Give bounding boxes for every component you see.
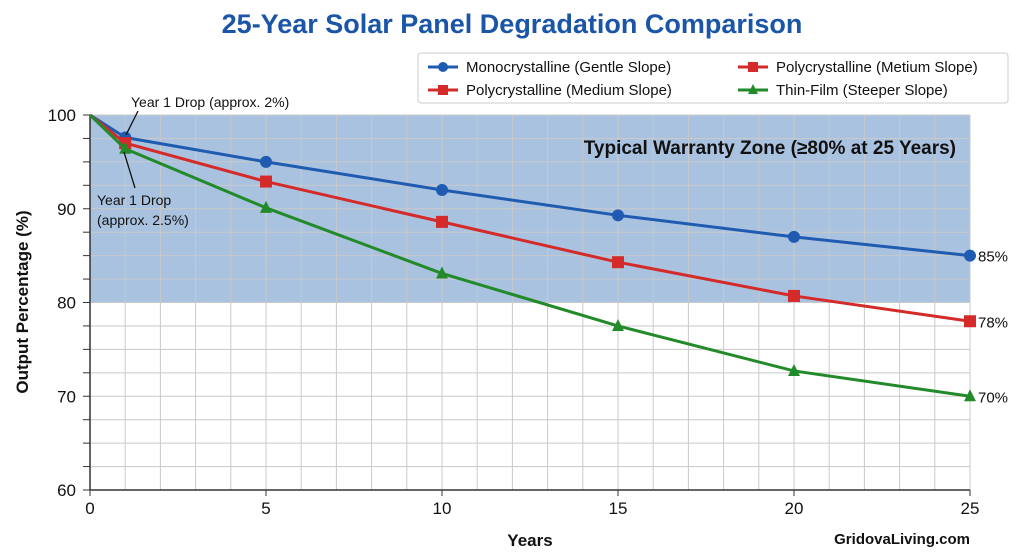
x-tick-label: 15 (609, 499, 628, 518)
y-tick-label: 60 (57, 481, 76, 500)
watermark: GridovaLiving.com (834, 531, 970, 548)
annotation-year1-thin-line1: Year 1 Drop (97, 192, 171, 208)
annotation-year1-mono: Year 1 Drop (approx. 2%) (131, 94, 289, 110)
data-point (612, 209, 624, 222)
y-tick-label: 90 (57, 200, 76, 219)
data-point (788, 289, 800, 302)
chart-title: 25-Year Solar Panel Degradation Comparis… (222, 9, 803, 39)
x-tick-label: 10 (433, 499, 452, 518)
y-axis-label: Output Percentage (%) (13, 210, 32, 393)
x-axis-label: Years (507, 531, 552, 550)
data-point (612, 256, 624, 269)
data-point (964, 389, 976, 402)
legend-marker (748, 84, 758, 94)
x-tick-label: 25 (961, 499, 980, 518)
x-tick-label: 5 (261, 499, 270, 518)
data-point (964, 315, 976, 328)
legend-label: Thin-Film (Steeper Slope) (776, 82, 948, 99)
legend-marker (438, 62, 448, 72)
data-point (788, 230, 800, 243)
data-point (436, 215, 448, 228)
x-tick-label: 20 (785, 499, 804, 518)
legend-label: Polycrystalline (Metium Slope) (776, 59, 978, 76)
data-point (260, 200, 272, 213)
y-tick-label: 70 (57, 387, 76, 406)
data-point (964, 249, 976, 262)
end-label: 85% (978, 249, 1008, 266)
data-point (260, 175, 272, 188)
end-label: 70% (978, 389, 1008, 406)
legend-label: Monocrystalline (Gentle Slope) (466, 59, 671, 76)
data-point (612, 318, 624, 331)
legend-marker (748, 62, 758, 72)
warranty-zone-label: Typical Warranty Zone (≥80% at 25 Years) (584, 138, 956, 159)
data-point (788, 363, 800, 376)
data-point (436, 266, 448, 279)
annotation-year1-thin-line2: (approx. 2.5%) (97, 212, 189, 228)
legend-marker (438, 85, 448, 95)
data-point (436, 184, 448, 196)
legend: Monocrystalline (Gentle Slope) Polycrysta… (417, 52, 1009, 104)
legend-label: Polycrystalline (Medium Slope) (466, 82, 672, 99)
x-tick-label: 0 (85, 499, 94, 518)
y-tick-label: 80 (57, 294, 76, 313)
annotation-pointer (123, 151, 136, 189)
annotation-pointer (125, 110, 139, 136)
data-point (119, 141, 132, 154)
y-tick-label: 100 (48, 106, 76, 125)
end-label: 78% (978, 314, 1008, 331)
data-point (260, 155, 272, 168)
